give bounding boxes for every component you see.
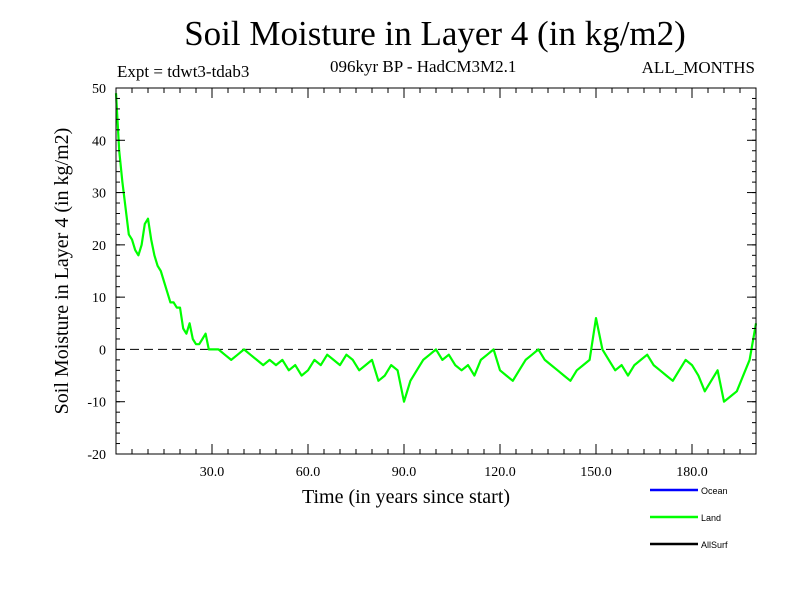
legend-label-land: Land <box>701 513 721 523</box>
x-axis-label: Time (in years since start) <box>302 486 510 508</box>
chart-subtitle: 096kyr BP - HadCM3M2.1 <box>330 57 517 76</box>
x-tick-label: 150.0 <box>580 465 612 480</box>
y-tick-label: 40 <box>92 134 106 149</box>
x-tick-label: 30.0 <box>200 465 225 480</box>
plot-frame <box>115 87 757 455</box>
x-tick-label: 120.0 <box>484 465 516 480</box>
y-tick-label: 0 <box>99 343 106 358</box>
period-label: ALL_MONTHS <box>641 58 755 77</box>
legend-label-ocean: Ocean <box>701 486 728 496</box>
chart-title: Soil Moisture in Layer 4 (in kg/m2) <box>184 14 686 53</box>
y-tick-label: 10 <box>92 291 106 306</box>
y-tick-label: -10 <box>87 396 106 411</box>
y-axis-label: Soil Moisture in Layer 4 (in kg/m2) <box>51 128 73 415</box>
y-tick-label: -20 <box>87 448 106 463</box>
plot-area <box>114 93 758 403</box>
y-tick-label: 20 <box>92 239 106 254</box>
x-tick-label: 180.0 <box>676 465 708 480</box>
x-tick-label: 60.0 <box>296 465 321 480</box>
y-tick-label: 30 <box>92 187 106 202</box>
series-line-land <box>114 93 758 403</box>
axes: 30.0 60.0 90.0 120.0 150.0 180.0 -20 -10 0 10 20 30… <box>51 82 757 508</box>
legend: Ocean Land AllSurf <box>650 486 728 550</box>
experiment-label: Expt = tdwt3-tdab3 <box>117 62 250 81</box>
x-tick-label: 90.0 <box>392 465 417 480</box>
legend-label-allsurf: AllSurf <box>701 540 728 550</box>
y-tick-label: 50 <box>92 82 106 97</box>
